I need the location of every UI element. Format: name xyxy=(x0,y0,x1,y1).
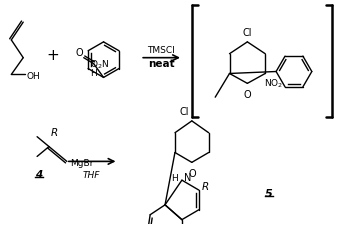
Text: 4: 4 xyxy=(36,169,43,179)
Text: O: O xyxy=(243,90,251,100)
Text: neat: neat xyxy=(148,58,174,68)
Text: THF: THF xyxy=(83,170,100,179)
Text: OH: OH xyxy=(26,72,40,81)
Text: 5: 5 xyxy=(265,188,273,198)
Text: MgBr: MgBr xyxy=(70,158,93,167)
Text: Cl: Cl xyxy=(243,28,252,38)
Text: N: N xyxy=(184,172,191,182)
Text: H: H xyxy=(90,68,97,77)
Text: H: H xyxy=(171,173,178,182)
Text: NO$_2$: NO$_2$ xyxy=(264,77,283,90)
Text: R: R xyxy=(50,127,58,137)
Text: O: O xyxy=(75,47,83,57)
Text: O$_2$N: O$_2$N xyxy=(90,58,109,71)
Text: Cl: Cl xyxy=(179,106,189,116)
Text: R: R xyxy=(202,181,209,191)
Text: O: O xyxy=(188,169,196,178)
Text: +: + xyxy=(46,48,59,63)
Text: TMSCl: TMSCl xyxy=(147,46,175,55)
